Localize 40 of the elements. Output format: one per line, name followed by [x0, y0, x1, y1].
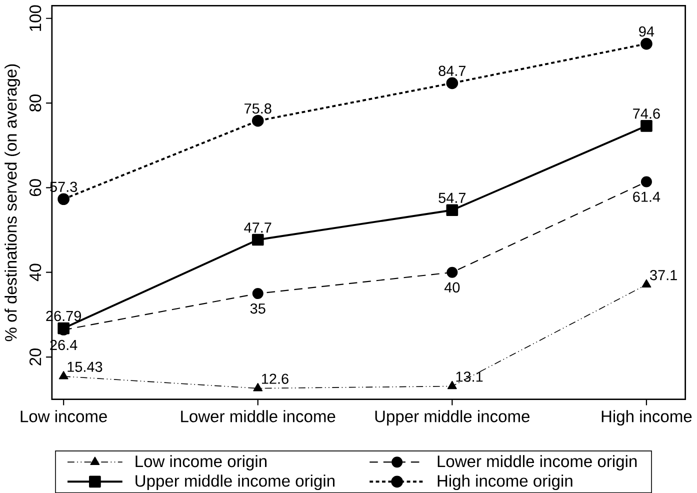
point: [640, 38, 652, 50]
data-label: 75.8: [244, 103, 272, 114]
data-label: 54.7: [438, 192, 466, 203]
x-tick-label: Lower middle income: [181, 410, 336, 422]
y-axis-title: % of destinations served (on average): [4, 64, 20, 342]
legend-label: High income origin: [438, 474, 572, 490]
data-label: 61.4: [633, 192, 660, 202]
point: [642, 279, 652, 288]
point: [447, 380, 457, 390]
data-label: 12.6: [262, 374, 288, 384]
legend-label: Upper middle income origin: [136, 474, 334, 490]
point: [446, 77, 458, 89]
legend-label: Lower middle income origin: [438, 454, 637, 470]
point: [446, 266, 458, 278]
point: [252, 114, 264, 127]
point: [640, 176, 652, 188]
point: [252, 234, 264, 246]
point: [640, 120, 652, 132]
point: [253, 382, 263, 392]
y-tick-label: 60: [29, 179, 42, 196]
data-label: 35: [250, 303, 266, 314]
y-tick-label: 80: [29, 94, 42, 112]
data-label: 40: [444, 282, 460, 292]
x-tick-label: Low income: [20, 410, 107, 422]
point: [446, 204, 458, 216]
x-tick-label: High income: [602, 410, 692, 426]
data-label: 94: [639, 26, 654, 37]
data-label: 74.6: [633, 108, 660, 119]
y-tick-label: 40: [29, 264, 42, 282]
data-label: 37.1: [650, 270, 677, 280]
x-tick-label: Upper middle income: [375, 410, 530, 426]
legend-label: Low income origin: [136, 454, 266, 470]
data-label: 15.43: [68, 362, 102, 372]
data-label: 84.7: [438, 66, 466, 76]
y-tick-label: 100: [29, 5, 42, 31]
point: [58, 370, 68, 380]
point: [252, 288, 264, 299]
point: [58, 193, 70, 205]
y-tick-label: 20: [29, 348, 42, 366]
data-label: 47.7: [244, 222, 272, 232]
